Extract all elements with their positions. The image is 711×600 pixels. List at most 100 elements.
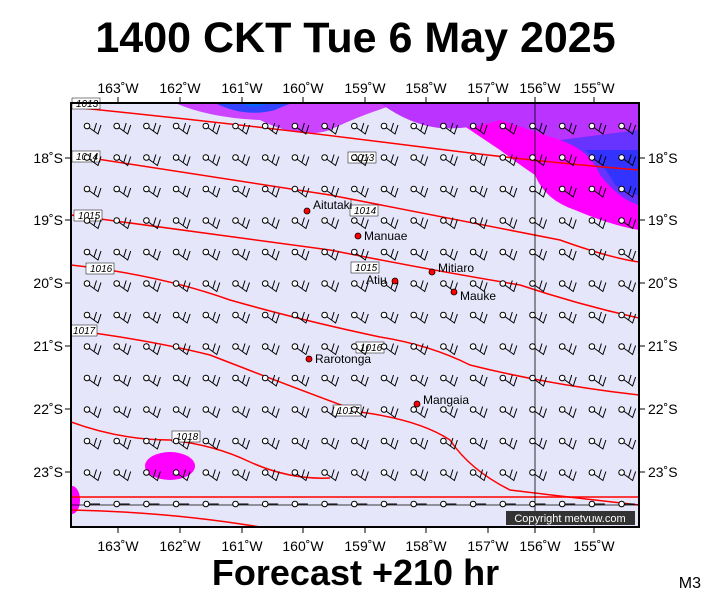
lon-label: 162˚W [159,538,201,554]
wind-barb [321,280,340,293]
wind-barb [261,343,280,356]
lat-label: 22˚S [648,401,678,417]
wind-barb [202,185,221,198]
map-frame [70,102,640,528]
copyright-text: Copyright metvuw.com [514,513,625,525]
lon-label: 160˚W [282,538,324,554]
wind-barb [143,248,161,261]
wind-barb [440,437,458,450]
wind-barb [83,343,102,356]
wind-barb [499,154,518,167]
wind-barb [83,374,102,387]
wind-barb [380,217,399,230]
wind-barb [529,248,547,261]
wind-barb [529,437,547,450]
wind-barb [232,437,250,450]
wind-barb [83,122,102,135]
wind-barb [588,437,607,450]
lat-label: 20˚S [648,275,678,291]
lon-label: 159˚W [344,538,386,554]
wind-barb [113,280,132,293]
wind-barb [351,406,369,419]
wind-barb [588,248,607,261]
wind-barb [143,437,161,450]
lat-label: 22˚S [33,401,63,417]
wind-barb [321,374,340,387]
lon-label: 158˚W [405,538,447,554]
wind-barb [232,280,250,293]
isobars [71,106,639,527]
longitude-labels-bottom: 163˚W 162˚W 161˚W 160˚W 159˚W 158˚W 157˚… [97,538,615,554]
wind-barb [261,185,280,198]
wind-barb [232,311,250,324]
wind-barb [529,217,547,230]
wind-barb [618,406,637,419]
wind-barb [618,122,637,135]
wind-barb [558,248,577,261]
lat-label: 23˚S [648,464,678,480]
lon-label: 161˚W [221,80,263,96]
wind-barb [202,374,221,387]
wind-barb [202,469,221,482]
island-markers: Aitutaki Manuae Atiu Mitiaro Mauke Rarot… [303,198,496,408]
wind-barb [232,500,249,508]
lon-label: 163˚W [97,80,139,96]
wind-barb [588,217,607,230]
wind-barb [291,280,310,293]
wind-barb [469,122,488,135]
wind-barb [529,185,547,198]
wind-barb [261,217,280,230]
isobar-label: 1014 [354,206,377,217]
wind-barb [380,122,399,135]
lon-label: 160˚W [282,80,324,96]
island-dot-rarotonga [305,355,313,363]
wind-barb [380,154,399,167]
wind-barb [588,185,607,198]
wind-barb [618,437,637,450]
wind-barb [558,122,577,135]
wind-barb [440,311,458,324]
wind-barb [469,280,488,293]
wind-barb [291,437,310,450]
wind-barb [618,469,637,482]
wind-barb [499,437,518,450]
wind-barb [261,406,280,419]
wind-barb [113,437,132,450]
wind-barbs [83,122,637,508]
wind-barb [291,374,310,387]
wind-barb [351,437,369,450]
wind-barb [440,217,458,230]
wind-barb [440,248,458,261]
wind-barb [113,343,132,356]
lat-label: 20˚S [33,275,63,291]
wind-barb [172,154,191,167]
isobar-label: 1015 [78,211,101,222]
wind-barb [588,154,607,167]
wind-barb [143,185,161,198]
wind-barb [618,248,637,261]
wind-barb [558,154,577,167]
wind-barb [321,311,340,324]
wind-barb [618,311,637,324]
wind-barb [232,217,250,230]
wind-barb [529,374,547,387]
place-label-atiu: Atiu [366,273,387,287]
wind-barb [113,217,132,230]
wind-barb [143,406,161,419]
rain-cell-southwest [145,452,195,480]
wind-barb [351,280,369,293]
wind-barb [529,122,547,135]
wind-barb [261,154,280,167]
wind-barb [380,374,399,387]
island-dot-mangaia [413,400,421,408]
wind-barb [469,374,488,387]
wind-barb [351,248,369,261]
wind-barb [410,311,429,324]
wind-barb [410,437,429,450]
wind-barb [410,280,429,293]
wind-barb [232,374,250,387]
wind-barb [588,122,607,135]
wind-barb [499,248,518,261]
wind-barb [291,248,310,261]
wind-barb [558,437,577,450]
